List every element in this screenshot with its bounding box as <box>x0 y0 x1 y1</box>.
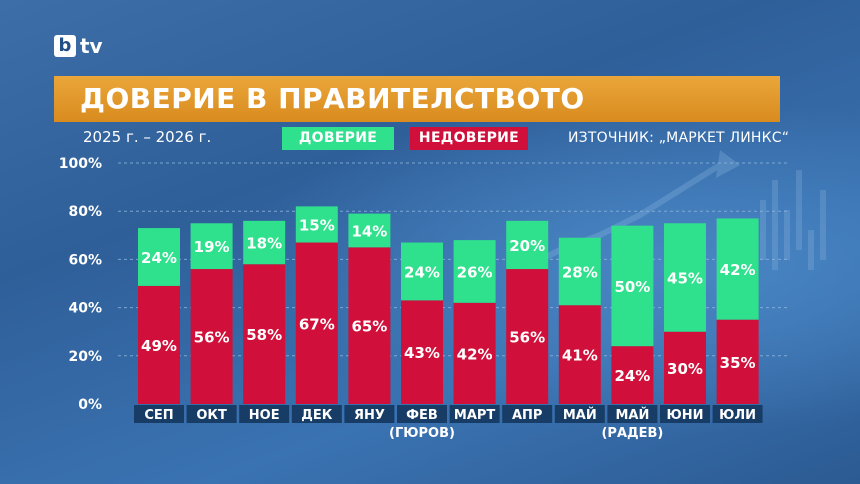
data-label-trust: 42% <box>720 261 756 279</box>
category-label: ОКТ <box>196 408 227 423</box>
bar-distrust <box>664 331 706 404</box>
y-tick-label: 100% <box>59 156 102 172</box>
y-tick-label: 0% <box>78 397 102 413</box>
category-box <box>239 405 290 423</box>
data-label-trust: 19% <box>194 238 230 256</box>
btv-logo: b tv <box>54 34 103 58</box>
data-label-distrust: 42% <box>457 345 493 363</box>
data-label-trust: 20% <box>509 237 545 255</box>
y-tick-label: 80% <box>68 204 102 220</box>
bar-trust <box>190 223 233 270</box>
data-label-trust: 18% <box>246 235 282 253</box>
category-box <box>186 405 237 423</box>
data-label-trust: 15% <box>299 216 335 234</box>
category-box <box>449 405 500 423</box>
data-label-trust: 45% <box>667 269 703 287</box>
category-label: ЮНИ <box>666 408 703 423</box>
category-box <box>397 405 447 423</box>
category-box <box>134 405 184 423</box>
y-tick-label: 40% <box>68 301 102 317</box>
category-label: АПР <box>512 408 542 423</box>
category-label: СЕП <box>144 408 173 423</box>
data-label-distrust: 67% <box>299 315 335 333</box>
data-label-distrust: 35% <box>720 354 756 372</box>
data-label-distrust: 49% <box>141 337 177 355</box>
bar-distrust <box>506 269 549 404</box>
source-label: ИЗТОЧНИК: „МАРКЕТ ЛИНКС“ <box>568 130 790 146</box>
category-label: МАЙ <box>615 407 649 423</box>
bar-trust <box>401 242 443 301</box>
data-label-distrust: 41% <box>562 347 598 365</box>
data-label-trust: 28% <box>562 263 598 281</box>
y-tick-label: 20% <box>68 349 102 365</box>
bar-distrust <box>190 269 233 404</box>
data-label-trust: 24% <box>141 249 177 267</box>
data-label-distrust: 30% <box>667 360 703 378</box>
category-label: МАРТ <box>454 408 496 423</box>
category-box <box>712 405 763 423</box>
logo-text: tv <box>80 34 103 58</box>
data-label-distrust: 43% <box>404 344 440 362</box>
bar-distrust <box>716 319 759 404</box>
bar-distrust <box>401 300 443 404</box>
data-label-distrust: 65% <box>351 318 387 336</box>
data-label-trust: 50% <box>614 278 650 296</box>
bar-trust <box>716 218 759 320</box>
category-label: МАЙ <box>563 407 597 423</box>
chart-title: ДОВЕРИЕ В ПРАВИТЕЛСТВОТО <box>80 82 585 115</box>
data-label-distrust: 58% <box>246 326 282 344</box>
bar-distrust <box>138 285 180 404</box>
bar-trust <box>611 225 654 347</box>
bar-distrust <box>558 305 601 404</box>
category-box <box>554 405 605 423</box>
category-label: ЮЛИ <box>719 408 756 423</box>
bar-trust <box>558 237 601 306</box>
category-box <box>607 405 658 423</box>
category-box <box>291 405 342 423</box>
bar-distrust <box>295 242 338 404</box>
bar-trust <box>243 220 286 265</box>
bar-distrust <box>453 302 496 404</box>
legend-trust: ДОВЕРИЕ <box>282 127 394 150</box>
category-label: ФЕВ <box>406 408 438 423</box>
bar-distrust <box>243 264 286 404</box>
category-label: ДЕК <box>301 408 332 423</box>
logo-letter: b <box>54 35 76 57</box>
data-label-distrust: 56% <box>509 329 545 347</box>
bar-trust <box>348 213 391 248</box>
category-sublabel: (РАДЕВ) <box>601 426 663 441</box>
data-label-trust: 14% <box>351 222 387 240</box>
category-box <box>660 405 710 423</box>
period-label: 2025 г. – 2026 г. <box>83 128 212 146</box>
legend-distrust: НЕДОВЕРИЕ <box>410 127 528 150</box>
bar-trust <box>664 223 706 332</box>
bar-distrust <box>348 247 391 404</box>
category-label: ЯНУ <box>354 408 385 423</box>
data-label-trust: 26% <box>457 263 493 281</box>
y-tick-label: 60% <box>68 252 102 268</box>
bar-trust <box>295 206 338 243</box>
data-label-distrust: 56% <box>194 329 230 347</box>
category-box <box>344 405 395 423</box>
bar-trust <box>506 220 549 270</box>
data-label-trust: 24% <box>404 263 440 281</box>
bar-trust <box>453 240 496 303</box>
category-box <box>502 405 553 423</box>
data-label-distrust: 24% <box>614 367 650 385</box>
title-bar: ДОВЕРИЕ В ПРАВИТЕЛСТВОТО <box>54 76 780 122</box>
bar-trust <box>138 228 180 286</box>
category-label: НОЕ <box>249 408 280 423</box>
category-sublabel: (ГЮРОВ) <box>389 426 455 441</box>
bar-distrust <box>611 346 654 404</box>
